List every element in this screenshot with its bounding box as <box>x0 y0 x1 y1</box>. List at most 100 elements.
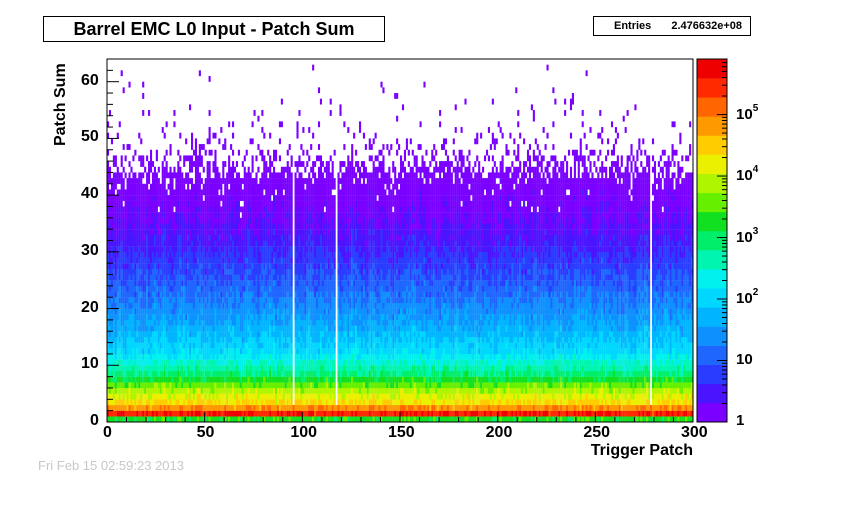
heatmap-cell <box>126 251 129 258</box>
heatmap-cell <box>179 189 182 196</box>
heatmap-cell <box>294 268 297 275</box>
heatmap-cell <box>230 353 233 360</box>
heatmap-cell <box>196 240 199 247</box>
heatmap-cell <box>226 246 229 252</box>
heatmap-cell <box>169 336 172 343</box>
heatmap-cell <box>169 387 172 394</box>
heatmap-cell <box>153 274 156 281</box>
heatmap-cell <box>175 268 178 275</box>
heatmap-cell <box>140 314 143 321</box>
heatmap-cell <box>261 416 264 423</box>
heatmap-cell <box>189 308 192 315</box>
heatmap-cell <box>153 166 156 173</box>
heatmap-cell <box>226 404 229 411</box>
heatmap-cell <box>183 155 186 162</box>
heatmap-cell <box>261 285 264 292</box>
heatmap-cell <box>136 416 139 423</box>
heatmap-cell <box>245 370 248 377</box>
heatmap-cell <box>310 325 313 332</box>
heatmap-cell <box>222 200 225 207</box>
heatmap-cell <box>308 342 311 349</box>
heatmap-cell <box>126 399 129 406</box>
heatmap-cell <box>237 404 240 411</box>
heatmap-cell <box>206 178 209 184</box>
heatmap-cell <box>235 325 239 332</box>
heatmap-cell <box>140 206 143 213</box>
heatmap-cell <box>167 314 170 321</box>
heatmap-cell <box>259 336 262 343</box>
heatmap-cell <box>228 319 231 326</box>
heatmap-cell <box>314 314 317 321</box>
heatmap-cell <box>181 246 184 252</box>
heatmap-cell <box>245 217 248 224</box>
heatmap-cell <box>296 302 299 309</box>
heatmap-cell <box>200 229 203 235</box>
heatmap-cell <box>169 393 172 400</box>
heatmap-cell <box>228 257 231 264</box>
heatmap-cell <box>245 149 248 156</box>
heatmap-cell <box>136 229 139 235</box>
heatmap-cell <box>192 404 196 411</box>
heatmap-cell <box>249 183 252 190</box>
heatmap-cell <box>146 302 149 309</box>
heatmap-cell <box>317 178 321 184</box>
heatmap-cell <box>206 319 209 326</box>
heatmap-cell <box>116 387 119 394</box>
heatmap-cell <box>148 212 151 218</box>
heatmap-cell <box>155 370 158 377</box>
heatmap-cell <box>269 353 272 360</box>
heatmap-cell <box>190 314 194 321</box>
heatmap-cell <box>216 393 219 400</box>
heatmap-cell <box>290 257 293 264</box>
heatmap-cell <box>128 223 131 230</box>
heatmap-cell <box>249 246 252 252</box>
heatmap-cell <box>151 416 155 423</box>
heatmap-cell <box>192 189 196 196</box>
heatmap-cell <box>138 416 141 423</box>
heatmap-cell <box>232 314 235 321</box>
heatmap-cell <box>321 268 324 275</box>
heatmap-cell <box>319 172 323 179</box>
heatmap-cell <box>249 138 252 145</box>
heatmap-cell <box>257 246 260 252</box>
heatmap-cell <box>138 234 141 241</box>
heatmap-cell <box>189 291 192 298</box>
heatmap-cell <box>163 404 166 411</box>
heatmap-cell <box>194 155 197 162</box>
heatmap-cell <box>146 263 149 270</box>
heatmap-cell <box>232 212 235 218</box>
heatmap-cell <box>107 178 110 184</box>
heatmap-cell <box>300 217 303 224</box>
heatmap-cell <box>228 348 231 355</box>
heatmap-cell <box>263 280 266 287</box>
heatmap-cell <box>253 189 256 196</box>
heatmap-cell <box>148 342 151 349</box>
heatmap-cell <box>284 404 287 411</box>
heatmap-cell <box>155 365 158 372</box>
heatmap-cell <box>114 370 117 377</box>
heatmap-cell <box>163 308 166 315</box>
heatmap-cell <box>263 331 266 338</box>
heatmap-cell <box>294 376 297 383</box>
heatmap-cell <box>187 229 190 235</box>
heatmap-cell <box>110 217 114 224</box>
heatmap-cell <box>173 331 176 338</box>
heatmap-cell <box>204 212 207 218</box>
heatmap-cell <box>241 410 244 417</box>
heatmap-cell <box>204 353 207 360</box>
heatmap-cell <box>161 172 164 179</box>
heatmap-cell <box>317 268 321 275</box>
heatmap-cell <box>194 138 197 145</box>
heatmap-cell <box>271 251 274 258</box>
heatmap-cell <box>230 166 233 173</box>
heatmap-cell <box>306 212 309 218</box>
heatmap-cell <box>114 308 117 315</box>
heatmap-cell <box>136 319 139 326</box>
heatmap-cell <box>218 410 221 417</box>
heatmap-cell <box>108 212 112 218</box>
heatmap-cell <box>181 200 184 207</box>
heatmap-cell <box>294 297 297 304</box>
heatmap-cell <box>298 404 301 411</box>
heatmap-cell <box>161 302 164 309</box>
heatmap-cell <box>257 280 260 287</box>
